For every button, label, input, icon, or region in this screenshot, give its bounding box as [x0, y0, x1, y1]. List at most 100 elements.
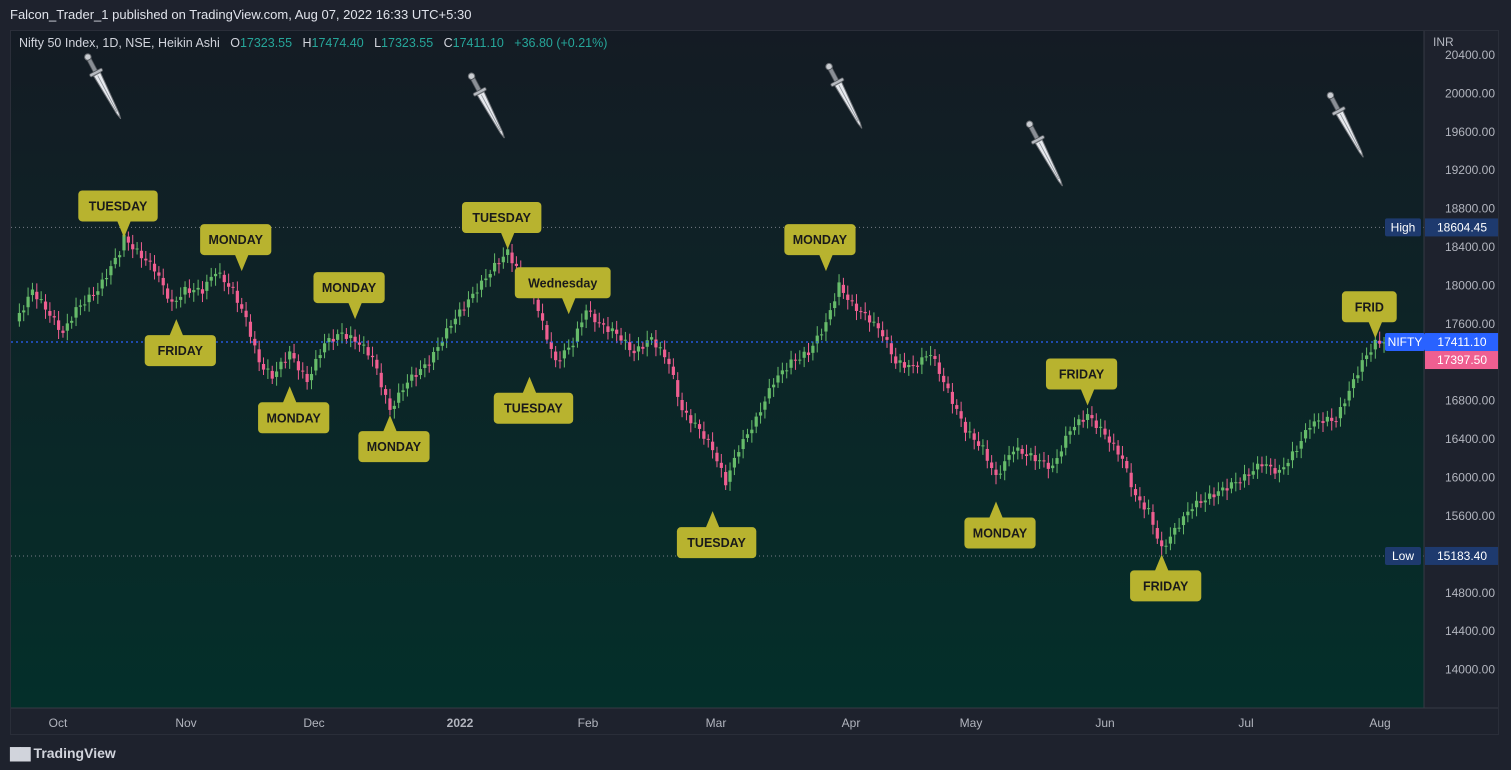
- candle-body: [1229, 482, 1234, 489]
- candle-body: [1007, 455, 1011, 460]
- open-label: O: [230, 36, 240, 50]
- candle-body: [1029, 453, 1033, 456]
- candle-body: [1181, 516, 1186, 526]
- candle-body: [933, 356, 937, 359]
- candle-body: [161, 277, 165, 286]
- current-tag-label: NIFTY: [1388, 335, 1423, 349]
- current-tag-value-bg: [1425, 333, 1498, 352]
- callout-tuesday: TUESDAY: [461, 201, 542, 249]
- candle-body: [458, 309, 462, 317]
- candle-body: [920, 357, 924, 365]
- candle-body: [758, 412, 763, 416]
- candle-body: [1160, 540, 1164, 547]
- candle-body: [91, 294, 96, 296]
- callout-pointer: [117, 220, 131, 238]
- candle-body: [270, 370, 274, 379]
- candle-body: [1055, 458, 1059, 464]
- low-label: L: [374, 36, 382, 50]
- candle-body: [876, 323, 880, 329]
- y-tick-label: 16800.00: [1445, 394, 1495, 408]
- callout-box: [258, 402, 330, 434]
- candle-body: [410, 374, 414, 381]
- candle-body: [1282, 467, 1286, 470]
- time-axis-panel[interactable]: [11, 708, 1499, 735]
- candle-body: [706, 438, 710, 440]
- callout-pointer: [382, 415, 397, 433]
- callout-pointer: [522, 376, 537, 394]
- x-tick-label: Oct: [49, 716, 68, 730]
- candle-body: [1024, 454, 1029, 457]
- x-tick-label: Dec: [303, 716, 324, 730]
- candle-body: [658, 347, 662, 349]
- candle-body: [963, 421, 968, 433]
- callout-monday: MONDAY: [358, 415, 430, 463]
- callout-label: FRID: [1355, 300, 1384, 314]
- candle-body: [693, 422, 697, 424]
- candle-body: [955, 405, 959, 409]
- candle-body: [1068, 431, 1072, 435]
- candle-body: [344, 334, 348, 339]
- high-tag-bg: [1385, 218, 1421, 237]
- candle-body: [1286, 462, 1290, 467]
- candle-body: [1042, 460, 1046, 462]
- candle-body: [135, 248, 139, 250]
- candle-body: [745, 434, 750, 438]
- candle-body: [1260, 464, 1264, 467]
- candle-body: [222, 274, 226, 283]
- candle-body: [139, 250, 144, 259]
- candle-body: [257, 349, 261, 363]
- candle-body: [179, 296, 183, 300]
- candle-body: [1343, 403, 1347, 407]
- y-tick-label: 19200.00: [1445, 163, 1495, 177]
- candle-body: [39, 299, 43, 301]
- callout-pointer: [989, 501, 1003, 519]
- candle-body: [1120, 455, 1125, 459]
- candle-body: [1112, 442, 1116, 444]
- y-tick-label: 18400.00: [1445, 240, 1495, 254]
- y-tick-label: 14000.00: [1445, 663, 1495, 677]
- candle-body: [597, 322, 601, 324]
- candle-body: [309, 374, 314, 381]
- candle-body: [1203, 500, 1207, 503]
- callout-label: Wednesday: [528, 276, 597, 290]
- x-tick-label: Jul: [1238, 716, 1253, 730]
- callout-box: [144, 335, 216, 367]
- candle-body: [240, 304, 244, 309]
- candle-body: [1085, 414, 1090, 420]
- candle-body: [1299, 441, 1303, 449]
- candle-body: [506, 249, 510, 255]
- high-label: H: [302, 36, 312, 50]
- candle-body: [314, 358, 318, 371]
- price-chart[interactable]: TUESDAY FRIDAY MONDAY MONDAY MONDAY MONDAY TUE…: [11, 31, 1499, 735]
- candle-body: [375, 359, 379, 369]
- candle-body: [231, 286, 235, 288]
- y-tick-label: 18000.00: [1445, 278, 1495, 292]
- candle-body: [885, 337, 889, 340]
- candle-body: [606, 326, 610, 332]
- price-axis-panel[interactable]: [1424, 31, 1499, 708]
- candle-body: [859, 311, 863, 313]
- x-tick-label: Feb: [578, 716, 599, 730]
- candle-body: [998, 473, 1002, 475]
- high-tag-value: 18604.45: [1437, 220, 1487, 234]
- candle-body: [850, 300, 854, 302]
- candle-body: [1151, 512, 1155, 525]
- candle-body: [549, 341, 553, 349]
- candle-body: [898, 360, 902, 363]
- candle-body: [1099, 426, 1103, 428]
- candle-body: [1312, 421, 1316, 427]
- candle-body: [174, 300, 178, 302]
- candle-body: [104, 278, 109, 280]
- candle-body: [937, 362, 941, 374]
- candle-body: [449, 325, 453, 328]
- candle-body: [715, 452, 719, 462]
- tradingview-logo[interactable]: ▇▇ TradingView: [10, 745, 116, 762]
- candle-body: [488, 274, 492, 278]
- candle-body: [1133, 489, 1138, 496]
- candle-body: [148, 260, 152, 262]
- candle-body: [475, 292, 479, 294]
- candle-body: [74, 307, 78, 318]
- candle-body: [728, 470, 732, 482]
- chart-area[interactable]: TUESDAY FRIDAY MONDAY MONDAY MONDAY MONDAY TUE…: [10, 30, 1499, 735]
- candle-body: [152, 263, 157, 272]
